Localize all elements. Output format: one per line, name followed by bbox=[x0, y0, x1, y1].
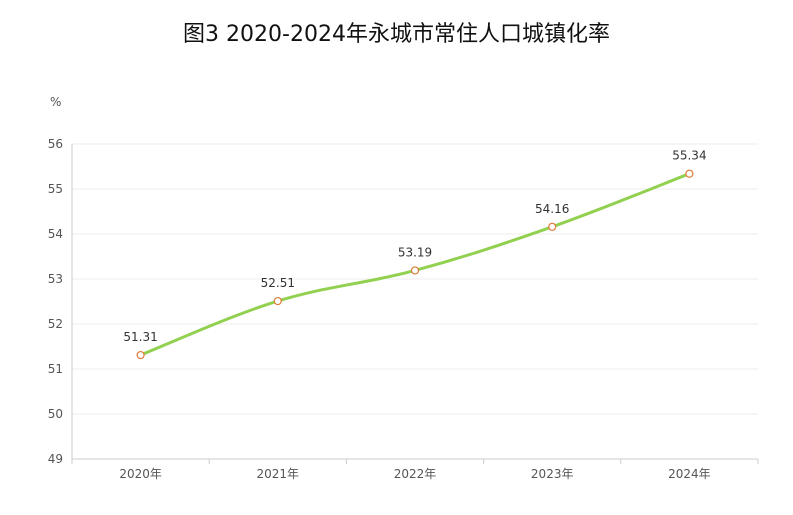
x-tick-label: 2022年 bbox=[394, 467, 437, 481]
data-label: 54.16 bbox=[535, 202, 569, 216]
x-tick-label: 2023年 bbox=[531, 467, 574, 481]
data-point bbox=[548, 222, 557, 231]
data-point bbox=[136, 350, 145, 360]
y-tick-label: 56 bbox=[48, 137, 63, 151]
y-tick-label: 52 bbox=[48, 317, 63, 331]
line-layer bbox=[139, 172, 691, 357]
x-tick-label: 2024年 bbox=[668, 467, 711, 481]
y-tick-label: 55 bbox=[48, 182, 63, 196]
data-label: 53.19 bbox=[398, 245, 432, 259]
data-point bbox=[273, 296, 282, 306]
data-label: 52.51 bbox=[261, 276, 295, 290]
y-tick-label: 54 bbox=[48, 227, 63, 241]
marker-layer bbox=[136, 169, 694, 360]
y-tick-label: 53 bbox=[48, 272, 63, 286]
axis-layer: 49 50 51 52 53 54 55 56% 2020年 2021年 2022年 2023年 202… bbox=[48, 95, 759, 481]
x-tick-label: 2021年 bbox=[257, 467, 300, 481]
data-label: 51.31 bbox=[123, 330, 157, 344]
data-point bbox=[685, 169, 694, 178]
grid-layer bbox=[72, 143, 758, 415]
y-tick-label: 49 bbox=[48, 452, 63, 466]
x-tick-label: 2020年 bbox=[119, 467, 162, 481]
y-tick-label: 51 bbox=[48, 362, 63, 376]
label-layer: 51.31 52.51 53.19 54.16 55.34 bbox=[123, 149, 706, 344]
y-axis-unit: % bbox=[50, 95, 61, 109]
series-line bbox=[139, 172, 691, 357]
y-tick-label: 50 bbox=[48, 407, 63, 421]
chart-title: 图3 2020-2024年永城市常住人口城镇化率 bbox=[183, 22, 610, 47]
data-point bbox=[410, 266, 420, 275]
data-label: 55.34 bbox=[672, 149, 706, 163]
